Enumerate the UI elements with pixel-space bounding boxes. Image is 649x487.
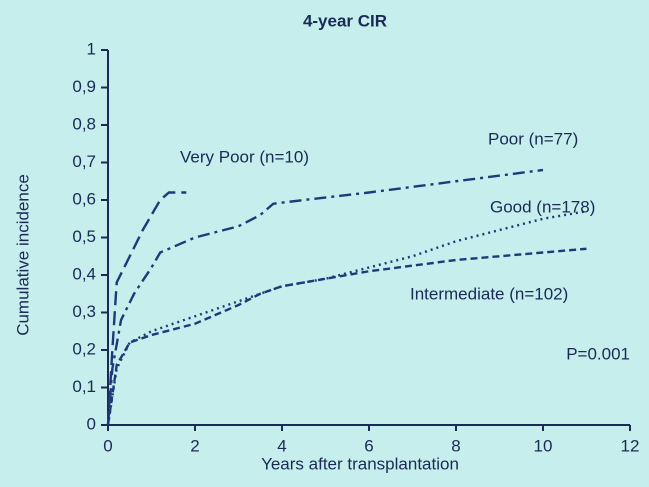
series-line (106, 247, 587, 426)
series-label: Intermediate (n=102) (410, 284, 568, 303)
y-tick-label: 1 (87, 39, 96, 58)
chart-title: 4-year CIR (303, 11, 387, 30)
series-label: Good (n=178) (490, 197, 595, 216)
series-line (106, 191, 187, 426)
y-tick-label: 0,2 (72, 339, 96, 358)
x-tick-label: 0 (103, 436, 112, 455)
series-label: Very Poor (n=10) (180, 147, 309, 166)
y-tick-label: 0,3 (72, 302, 96, 321)
x-tick-label: 10 (534, 436, 553, 455)
y-tick-label: 0,7 (72, 152, 96, 171)
y-tick-label: 0,1 (72, 377, 96, 396)
series-label: Poor (n=77) (488, 129, 578, 148)
x-tick-label: 6 (364, 436, 373, 455)
x-tick-label: 8 (451, 436, 460, 455)
annotation: P=0.001 (566, 344, 630, 363)
x-tick-label: 12 (621, 436, 640, 455)
y-axis-label: Cumulative incidence (13, 174, 32, 336)
x-tick-label: 2 (190, 436, 199, 455)
y-tick-label: 0,5 (72, 227, 96, 246)
x-tick-label: 4 (277, 436, 286, 455)
x-axis-label: Years after transplantation (261, 454, 459, 473)
y-tick-label: 0 (87, 414, 96, 433)
y-tick-label: 0,6 (72, 189, 96, 208)
y-tick-label: 0,8 (72, 114, 96, 133)
series-line (106, 168, 544, 426)
y-tick-label: 0,9 (72, 77, 96, 96)
y-tick-label: 0,4 (72, 264, 96, 283)
